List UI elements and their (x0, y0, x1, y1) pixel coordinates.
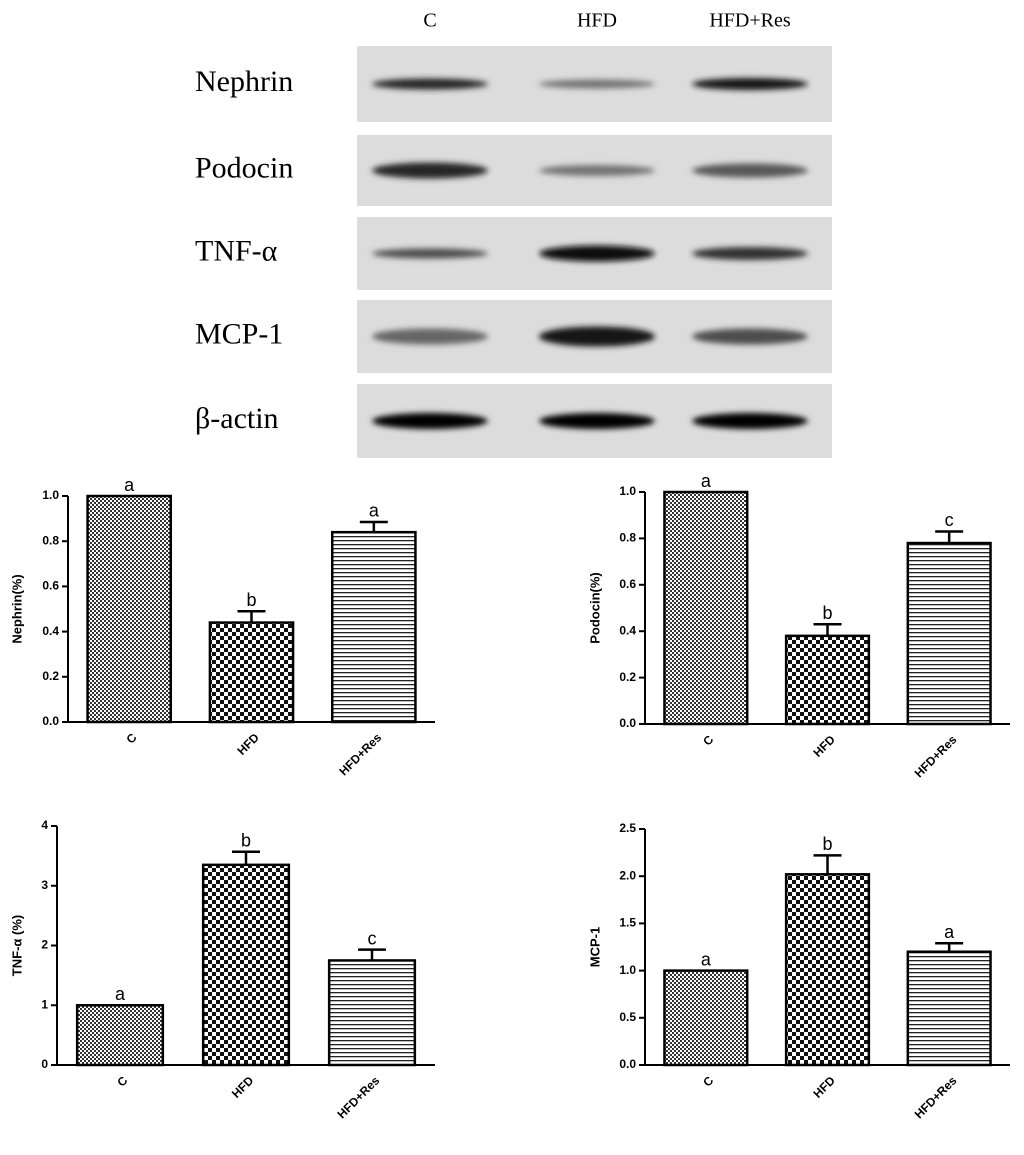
y-tick-label: 0.2 (619, 670, 636, 684)
y-tick-label: 3 (41, 878, 48, 892)
x-tick-label: C (114, 1073, 130, 1089)
y-tick-label: 0.0 (619, 1057, 636, 1071)
bar (327, 959, 417, 1067)
annotation: c (945, 510, 954, 530)
x-tick-label: HFD+Res (335, 1073, 383, 1121)
x-tick-label: HFD+Res (912, 1073, 960, 1121)
band (539, 165, 655, 176)
bar (201, 863, 291, 1067)
row-label: Nephrin (195, 65, 293, 98)
bar-chart: 0.0 0.2 0.4 0.6 0.8 1.0 Nephrin(%) a Cb HFD a HFD+R… (9, 475, 435, 778)
band (539, 79, 655, 89)
annotation: c (368, 928, 377, 948)
x-tick-label: HFD (235, 730, 263, 758)
y-tick-label: 1.0 (619, 484, 636, 498)
y-tick-label: 0.6 (42, 579, 59, 593)
y-tick-label: 2 (41, 938, 48, 952)
annotation: b (241, 830, 251, 850)
y-axis-label: Nephrin(%) (9, 574, 24, 643)
x-tick-label: HFD (811, 1073, 839, 1101)
band (372, 413, 488, 429)
y-tick-label: 0.0 (619, 716, 636, 730)
band (539, 413, 655, 429)
y-tick-label: 1.5 (619, 916, 636, 930)
x-tick-label: HFD+Res (912, 732, 960, 780)
band (539, 245, 655, 262)
y-tick-label: 4 (41, 818, 48, 832)
band (692, 247, 808, 260)
y-tick-label: 2.0 (619, 868, 636, 882)
y-axis-label: MCP-1 (587, 927, 602, 967)
lane-label: C (423, 10, 436, 32)
x-tick-label: HFD (229, 1073, 257, 1101)
y-tick-label: 1.0 (42, 488, 59, 502)
y-tick-label: 0.6 (619, 577, 636, 591)
annotation: a (944, 922, 955, 942)
y-tick-label: 0.8 (42, 533, 59, 547)
x-tick-label: C (700, 732, 716, 748)
annotation: b (246, 590, 256, 610)
band (372, 78, 488, 90)
y-tick-label: 0.2 (42, 669, 59, 683)
annotation: b (822, 834, 832, 854)
band (372, 162, 488, 179)
bar (906, 541, 992, 726)
x-tick-label: HFD (811, 732, 839, 760)
band (692, 78, 808, 90)
bar (784, 873, 871, 1067)
y-axis-label: Podocin(%) (587, 572, 602, 644)
bar (663, 490, 749, 726)
x-tick-label: C (700, 1073, 716, 1089)
bar (330, 530, 417, 724)
x-tick-label: C (123, 730, 139, 746)
lane-label: HFD+Res (709, 10, 791, 32)
annotation: a (115, 984, 126, 1004)
annotation: a (701, 949, 712, 969)
band (692, 413, 808, 429)
annotation: a (701, 471, 712, 491)
y-tick-label: 0.4 (619, 623, 636, 637)
annotation: a (124, 475, 135, 495)
y-tick-label: 0.5 (619, 1010, 636, 1024)
band (692, 163, 808, 178)
lane-label: HFD (577, 10, 617, 32)
y-tick-label: 0.4 (42, 624, 59, 638)
y-tick-label: 1.0 (619, 963, 636, 977)
y-tick-label: 2.5 (619, 821, 636, 835)
row-label: β-actin (195, 402, 279, 435)
y-tick-label: 0.8 (619, 531, 636, 545)
bar-chart: 0.0 0.2 0.4 0.6 0.8 1.0 Podocin(%) a Cb HFD c HFD+R… (587, 471, 1010, 780)
band (372, 328, 488, 345)
y-axis-label: TNF-α (%) (9, 915, 24, 976)
bar (906, 950, 992, 1067)
band (692, 328, 808, 345)
bar (75, 1004, 165, 1067)
bar (663, 969, 749, 1067)
bar-chart: 0.0 0.5 1.0 1.5 2.0 2.5 MCP-1 a Cb HFD a HFD+Res (587, 821, 1010, 1121)
annotation: a (369, 501, 380, 521)
bar (208, 621, 295, 724)
bar (86, 494, 173, 724)
x-tick-label: HFD+Res (336, 730, 384, 778)
band (539, 326, 655, 347)
row-label: MCP-1 (195, 317, 283, 350)
row-label: Podocin (195, 151, 293, 184)
band (372, 248, 488, 259)
bar (784, 634, 871, 726)
row-label: TNF-α (195, 234, 278, 267)
western-blot: C HFD HFD+Res Nephrin Podocin TNF-α MCP-1 β-act… (195, 10, 832, 458)
y-tick-label: 0.0 (42, 714, 59, 728)
y-tick-label: 1 (41, 997, 48, 1011)
y-tick-label: 0 (41, 1057, 48, 1071)
bar-chart: 0 1 2 3 4 TNF-α (%) a Cb HFD c HFD+Res (9, 818, 435, 1121)
annotation: b (822, 603, 832, 623)
